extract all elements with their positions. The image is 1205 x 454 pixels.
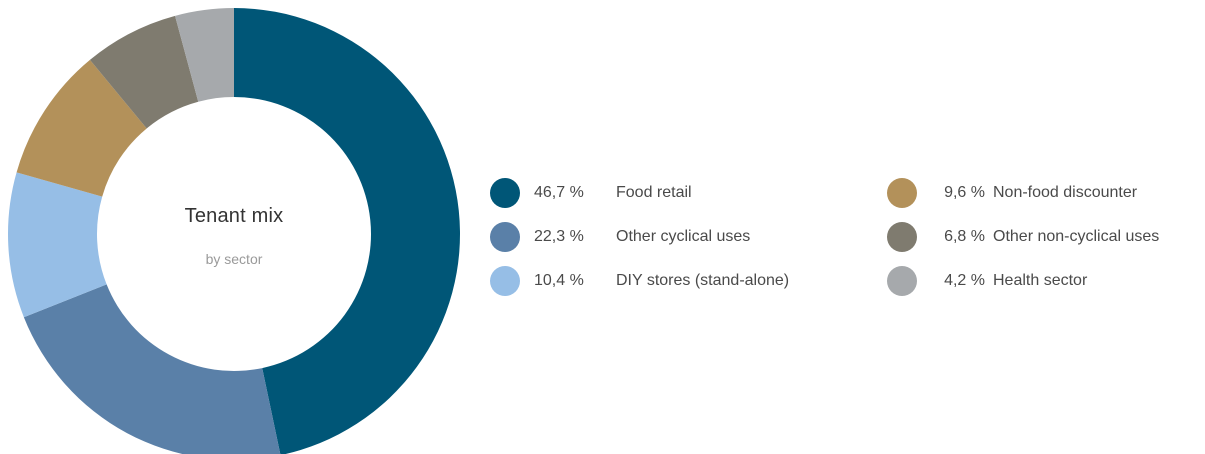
legend-value: 4,2 % bbox=[944, 272, 985, 289]
chart-subtitle: by sector bbox=[205, 251, 263, 267]
legend-swatch bbox=[887, 266, 917, 296]
legend-item-other-non-cyclical-uses: 6,8 % Other non-cyclical uses bbox=[887, 222, 1159, 252]
legend-swatch bbox=[887, 178, 917, 208]
legend-label: Health sector bbox=[993, 272, 1088, 289]
legend-swatch bbox=[490, 222, 520, 252]
legend-item-health-sector: 4,2 % Health sector bbox=[887, 266, 1087, 296]
donut-slice-diy-stores bbox=[7, 172, 107, 318]
legend-value: 9,6 % bbox=[944, 184, 985, 201]
legend-label: DIY stores (stand-alone) bbox=[616, 272, 790, 289]
donut-chart bbox=[7, 8, 460, 454]
legend-item-food-retail: 46,7 % Food retail bbox=[490, 178, 692, 208]
donut-slice-food-retail bbox=[234, 8, 460, 454]
legend-item-diy-stores: 10,4 % DIY stores (stand-alone) bbox=[490, 266, 789, 296]
legend-label: Other cyclical uses bbox=[616, 228, 751, 245]
donut-slice-non-food-discounter bbox=[16, 59, 147, 197]
legend-value: 22,3 % bbox=[534, 228, 584, 245]
donut-slice-other-non-cyclical-uses bbox=[89, 15, 199, 129]
legend-label: Non-food discounter bbox=[993, 184, 1138, 201]
donut-slice-health-sector bbox=[175, 8, 234, 102]
legend-value: 6,8 % bbox=[944, 228, 985, 245]
legend-value: 10,4 % bbox=[534, 272, 584, 289]
donut-slice-other-cyclical-uses bbox=[23, 284, 281, 454]
chart-title: Tenant mix bbox=[184, 205, 284, 227]
legend-item-non-food-discounter: 9,6 % Non-food discounter bbox=[887, 178, 1137, 208]
legend-label: Other non-cyclical uses bbox=[993, 228, 1160, 245]
legend-value: 46,7 % bbox=[534, 184, 584, 201]
legend-swatch bbox=[490, 178, 520, 208]
legend-swatch bbox=[887, 222, 917, 252]
legend-swatch bbox=[490, 266, 520, 296]
legend-label: Food retail bbox=[616, 184, 692, 201]
legend-item-other-cyclical-uses: 22,3 % Other cyclical uses bbox=[490, 222, 750, 252]
